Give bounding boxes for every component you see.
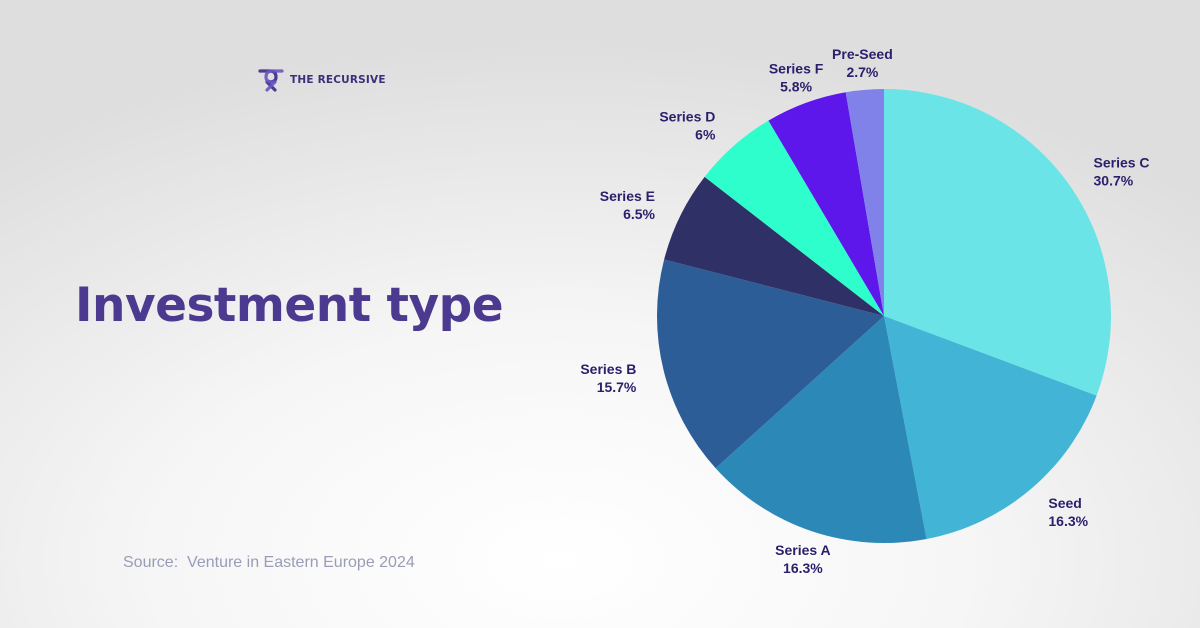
slice-label-series-e: Series E 6.5%	[600, 188, 656, 222]
pie-labels: Series C 30.7%Seed 16.3%Series A 16.3%Serie…	[580, 46, 1149, 576]
pie-slices	[656, 89, 1112, 544]
slice-label-name: Series A	[775, 542, 831, 558]
pie-slice-series-a	[715, 316, 927, 544]
slice-label-name: Series C	[1094, 155, 1150, 171]
slice-label-pre-seed: Pre-Seed 2.7%	[832, 46, 893, 80]
slice-label-name: Series E	[600, 188, 655, 204]
slice-label-value: 5.8%	[780, 79, 812, 95]
pie-slice-series-c	[884, 89, 1112, 396]
pie-slice-series-f	[768, 92, 884, 316]
pie-slice-series-b	[656, 259, 884, 469]
slice-label-seed: Seed 16.3%	[1048, 495, 1088, 529]
slice-label-series-f: Series F 5.8%	[769, 61, 824, 95]
slice-label-value: 15.7%	[597, 379, 637, 395]
slice-label-name: Seed	[1048, 495, 1081, 511]
slice-label-name: Series F	[769, 61, 824, 77]
pie-slice-seed	[884, 316, 1097, 539]
recursive-logo-icon	[258, 69, 284, 92]
pie-slice-pre-seed	[845, 89, 884, 316]
slice-label-value: 16.3%	[1048, 513, 1088, 529]
slice-label-value: 30.7%	[1094, 173, 1134, 189]
slice-label-value: 2.7%	[846, 64, 878, 80]
slice-label-name: Series D	[659, 109, 715, 125]
pie-slice-series-e	[664, 176, 884, 316]
slice-label-series-d: Series D 6%	[659, 109, 716, 143]
page-title: Investment type	[75, 278, 504, 333]
slice-label-series-b: Series B 15.7%	[580, 361, 637, 395]
slice-label-series-c: Series C 30.7%	[1094, 155, 1150, 189]
slice-label-value: 16.3%	[783, 560, 823, 576]
pie-slice-series-d	[704, 120, 884, 316]
slice-label-series-a: Series A 16.3%	[775, 542, 831, 576]
slice-label-name: Series B	[580, 361, 636, 377]
slice-label-value: 6.5%	[623, 206, 655, 222]
brand-name: THE RECURSIVE	[290, 74, 386, 86]
brand-logo: THE RECURSIVE	[258, 68, 386, 92]
slice-label-name: Pre-Seed	[832, 46, 893, 62]
source-note: Source: Venture in Eastern Europe 2024	[123, 554, 415, 571]
slice-label-value: 6%	[695, 127, 716, 143]
